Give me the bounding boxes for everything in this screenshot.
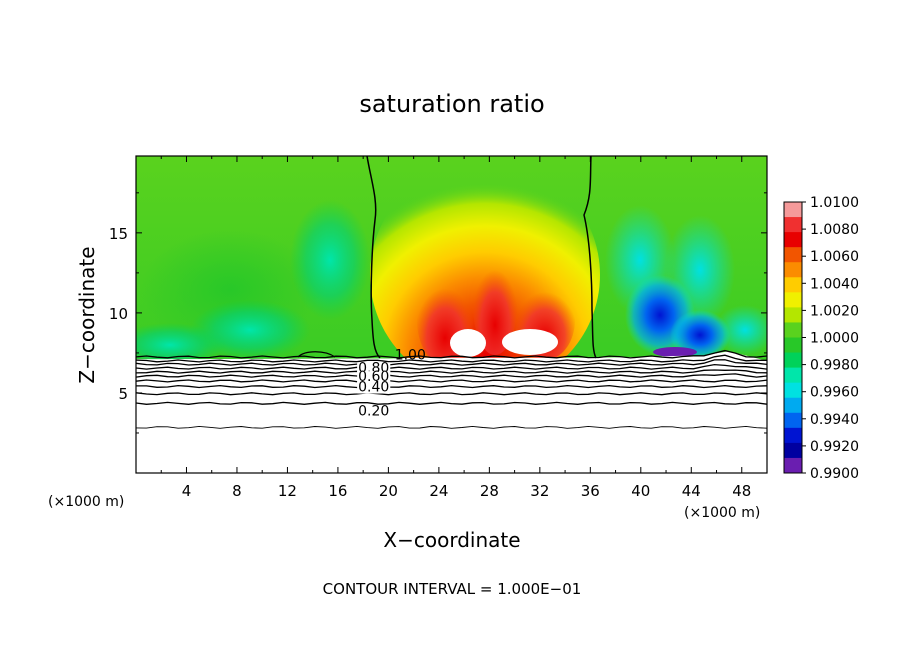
colorbar-swatch xyxy=(784,262,802,278)
contour-line-level-10 xyxy=(136,425,767,429)
colorbar: 1.0100 1.0080 1.0060 1.0040 1.0020 1.0000 0.99… xyxy=(783,195,859,482)
contour-line-1.00-right xyxy=(583,156,597,359)
colorbar-swatch xyxy=(784,202,802,218)
colorbar-swatch xyxy=(784,292,802,308)
colorbar-label: 1.0060 xyxy=(810,249,859,265)
colorbar-label: 1.0100 xyxy=(810,195,859,211)
field-cyan-left-upper xyxy=(290,200,370,320)
colorbar-swatch xyxy=(784,232,802,248)
colorbar-swatch xyxy=(784,307,802,323)
plot-frame xyxy=(135,155,768,474)
x-tick-label: 12 xyxy=(278,482,297,500)
colorbar-swatch xyxy=(784,397,802,414)
colorbar-swatch xyxy=(784,427,802,444)
contour-line-local-bump xyxy=(297,351,336,358)
contour-line-level-7 xyxy=(136,384,767,389)
colorbar-label: 0.9960 xyxy=(810,385,859,401)
colorbar-label: 1.0080 xyxy=(810,222,859,238)
field-red-core-b xyxy=(473,255,517,355)
contour-line-level-6 xyxy=(136,379,767,383)
contour-label-bg xyxy=(357,381,391,394)
contour-label: 0.60 xyxy=(358,369,389,385)
colorbar-swatch xyxy=(784,277,802,293)
contour-line-level-1 xyxy=(136,354,767,363)
colorbar-swatch xyxy=(784,352,802,369)
contour-line-level-0 xyxy=(136,349,767,359)
colorbar-swatch xyxy=(784,412,802,429)
colorbar-label: 1.0040 xyxy=(810,276,859,292)
contour-line-1.00-left xyxy=(366,156,381,359)
field-purple-edge xyxy=(653,347,697,357)
saturation-field xyxy=(136,156,767,473)
colorbar-swatch xyxy=(784,442,802,459)
contour-line-level-8 xyxy=(136,392,767,396)
x-axis-unit-right: (×1000 m) xyxy=(684,505,760,521)
x-tick-label: 4 xyxy=(182,482,192,500)
field-blue-b xyxy=(670,310,730,360)
contour-line-level-9 xyxy=(136,401,767,405)
x-tick-label: 16 xyxy=(328,482,347,500)
colorbar-label: 0.9940 xyxy=(810,412,859,428)
colorbar-swatch xyxy=(784,217,802,233)
field-white-core-a xyxy=(450,329,486,357)
x-tick-label: 24 xyxy=(429,482,448,500)
y-tick-label: 15 xyxy=(109,225,128,243)
x-tick-label: 28 xyxy=(480,482,499,500)
x-tick-label: 8 xyxy=(232,482,242,500)
x-axis: 4 8 12 16 20 24 28 32 36 40 44 48 xyxy=(160,156,751,500)
x-tick-label: 20 xyxy=(379,482,398,500)
colorbar-label: 0.9920 xyxy=(810,439,859,455)
x-axis-unit-left: (×1000 m) xyxy=(48,494,124,510)
y-tick-label: 10 xyxy=(109,305,128,323)
y-tick-label: 5 xyxy=(118,385,128,403)
field-cyan-left-mid xyxy=(190,300,310,360)
colorbar-label: 0.9980 xyxy=(810,358,859,374)
x-tick-label: 44 xyxy=(682,482,701,500)
x-tick-label: 40 xyxy=(631,482,650,500)
colorbar-label: 1.0000 xyxy=(810,331,859,347)
contour-interval-note: CONTOUR INTERVAL = 1.000E−01 xyxy=(323,580,582,598)
y-axis: 5 10 15 xyxy=(109,192,767,434)
lower-region xyxy=(136,351,767,473)
contour-line-level-2 xyxy=(136,359,767,366)
contour-labels: 1.000.800.600.400.20 xyxy=(357,348,426,420)
contour-label: 1.00 xyxy=(395,348,426,364)
chart-title: saturation ratio xyxy=(359,90,544,118)
x-axis-label: X−coordinate xyxy=(383,528,520,552)
colorbar-swatch xyxy=(784,382,802,399)
colorbar-label: 1.0020 xyxy=(810,303,859,319)
x-tick-label: 48 xyxy=(732,482,751,500)
contour-label-bg xyxy=(357,405,391,418)
colorbar-label: 0.9900 xyxy=(810,466,859,482)
colorbar-swatch xyxy=(784,367,802,384)
x-tick-label: 32 xyxy=(530,482,549,500)
contour-label-bg xyxy=(357,371,391,384)
contour-line-level-5 xyxy=(136,373,767,378)
contour-line-level-4 xyxy=(136,369,767,374)
colorbar-swatch xyxy=(784,322,802,338)
colorbar-swatch xyxy=(784,457,802,474)
contour-lines xyxy=(136,156,767,429)
y-axis-label: Z−coordinate xyxy=(75,246,99,383)
x-tick-label: 36 xyxy=(581,482,600,500)
colorbar-swatch xyxy=(784,337,802,354)
contour-line-level-3 xyxy=(136,363,767,370)
contour-label: 0.20 xyxy=(358,404,389,420)
contour-label: 0.40 xyxy=(358,380,389,396)
field-white-core-b xyxy=(502,329,558,355)
colorbar-swatch xyxy=(784,247,802,263)
